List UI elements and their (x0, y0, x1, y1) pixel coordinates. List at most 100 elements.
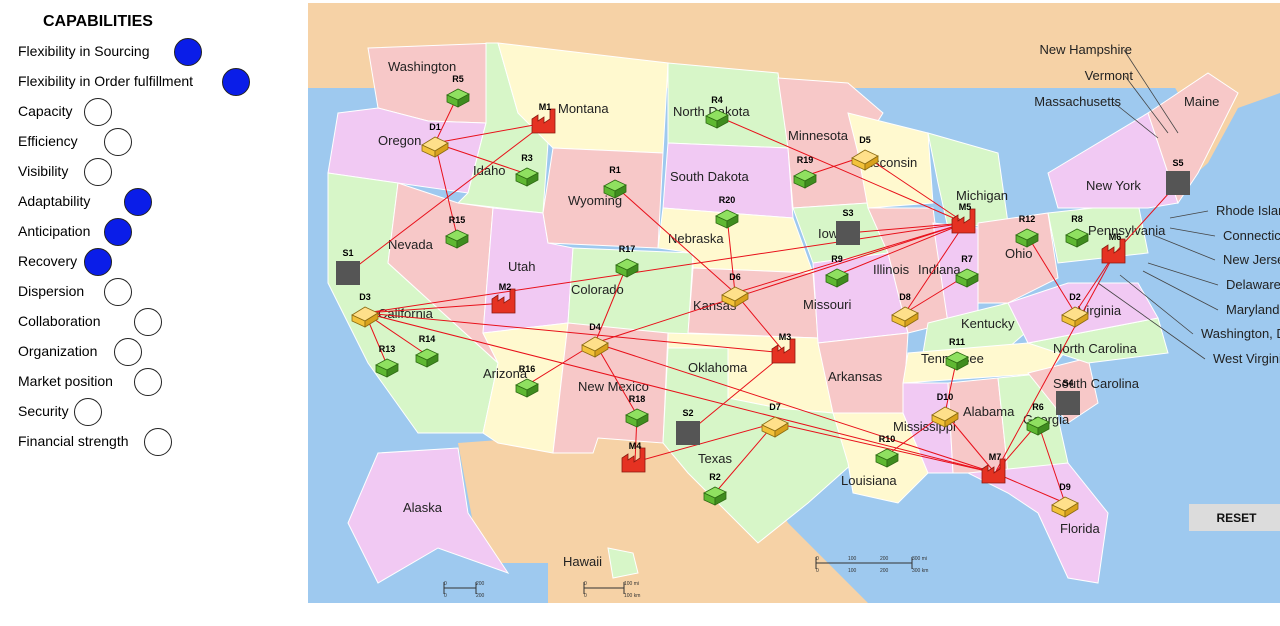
capability-toggle[interactable] (84, 158, 112, 186)
capability-toggle[interactable] (114, 338, 142, 366)
network-link (994, 472, 1066, 504)
distributor-node[interactable]: D6 (721, 272, 749, 308)
capability-toggle[interactable] (124, 188, 152, 216)
capability-toggle[interactable] (144, 428, 172, 456)
retailer-node[interactable]: R7 (955, 254, 979, 288)
reset-button[interactable]: RESET (1189, 504, 1280, 531)
scale-bar: 0 200 0 200 (443, 581, 485, 599)
supply-chain-map[interactable]: Washington Oregon Idaho Montana Nevada Utah Wy… (308, 3, 1280, 603)
state-name: Nevada (388, 237, 434, 252)
network-link (594, 342, 638, 416)
store-icon-front (886, 453, 899, 468)
manufacturer-node[interactable]: M1 (531, 102, 556, 134)
supplier-node[interactable]: S3 (836, 208, 860, 245)
retailer-node[interactable]: R1 (603, 165, 627, 199)
scale-label: 0 (444, 581, 447, 587)
distributor-node[interactable]: D2 (1061, 292, 1089, 328)
manufacturer-node[interactable]: M4 (621, 441, 646, 473)
warehouse-icon-front (364, 312, 379, 328)
supplier-icon (676, 421, 700, 445)
retailer-node[interactable]: R20 (715, 195, 739, 229)
retailer-node[interactable]: R12 (1015, 214, 1039, 248)
capability-toggle[interactable] (104, 128, 132, 156)
manufacturer-node[interactable]: M2 (491, 282, 516, 314)
node-label: R17 (619, 244, 636, 254)
retailer-node[interactable]: R11 (945, 337, 969, 371)
scale-label: 300 km (912, 568, 928, 574)
capability-toggle[interactable] (222, 68, 250, 96)
factory-icon (771, 338, 796, 364)
callout-label: West Virginia (1213, 351, 1280, 366)
callout-label: Vermont (1085, 68, 1134, 83)
manufacturer-node[interactable]: M7 (981, 452, 1006, 484)
callout-line (1152, 234, 1216, 261)
retailer-node[interactable]: R5 (446, 74, 470, 108)
retailer-node[interactable]: R10 (875, 434, 899, 468)
warehouse-icon-front (594, 342, 609, 358)
retailer-node[interactable]: R17 (615, 244, 639, 278)
network-link (716, 115, 966, 224)
distributor-node[interactable]: D9 (1051, 482, 1079, 518)
state-name: Michigan (956, 188, 1008, 203)
distributor-node[interactable]: D4 (581, 322, 609, 358)
distributor-node[interactable]: D7 (761, 402, 789, 438)
capability-toggle[interactable] (84, 248, 112, 276)
callout-line (1112, 101, 1159, 139)
store-icon-front (836, 273, 849, 288)
node-label: S3 (842, 208, 853, 218)
manufacturer-node[interactable]: M5 (951, 202, 976, 234)
capability-toggle[interactable] (84, 98, 112, 126)
node-label: M4 (629, 441, 642, 451)
callout-line (1147, 262, 1219, 286)
state-name: Alaska (403, 500, 443, 515)
network-link (434, 142, 528, 175)
retailer-node[interactable]: R8 (1065, 214, 1089, 248)
capability-toggle[interactable] (134, 308, 162, 336)
store-icon-front (614, 184, 627, 199)
distributor-node[interactable]: D1 (421, 122, 449, 158)
node-label: R9 (831, 254, 843, 264)
callout-line (1123, 49, 1179, 134)
capability-toggle[interactable] (174, 38, 202, 66)
retailer-node[interactable]: R16 (515, 364, 539, 398)
state-south-carolina (1027, 357, 1099, 424)
retailer-node[interactable]: R15 (445, 215, 469, 249)
retailer-node[interactable]: R19 (793, 155, 817, 189)
factory-icon (981, 458, 1006, 484)
warehouse-icon-front (944, 412, 959, 428)
capability-toggle[interactable] (134, 368, 162, 396)
capability-toggle[interactable] (104, 278, 132, 306)
manufacturer-node[interactable]: M3 (771, 332, 796, 364)
distributor-node[interactable]: D3 (351, 292, 379, 328)
network-link (347, 122, 546, 274)
retailer-node[interactable]: R18 (625, 394, 649, 428)
retailer-node[interactable]: R9 (825, 254, 849, 288)
manufacturer-node[interactable]: M6 (1101, 232, 1126, 264)
retailer-node[interactable]: R6 (1026, 402, 1050, 436)
store-icon-front (526, 172, 539, 187)
node-label: R15 (449, 215, 466, 225)
callout-label: Maryland (1226, 302, 1279, 317)
supplier-node[interactable]: S1 (336, 248, 360, 285)
scale-label: 0 (444, 593, 447, 599)
node-label: D8 (899, 292, 911, 302)
retailer-node[interactable]: R4 (705, 95, 729, 129)
distributor-node[interactable]: D8 (891, 292, 919, 328)
network-link (847, 222, 966, 234)
state-name: Virginia (1078, 303, 1122, 318)
distributor-node[interactable]: D10 (931, 392, 959, 428)
capability-toggle[interactable] (104, 218, 132, 246)
distributor-node[interactable]: D5 (851, 135, 879, 171)
network-link (714, 422, 776, 494)
supplier-node[interactable]: S5 (1166, 158, 1190, 195)
capability-toggle[interactable] (74, 398, 102, 426)
supplier-node[interactable]: S2 (676, 408, 700, 445)
retailer-node[interactable]: R13 (375, 344, 399, 378)
retailer-node[interactable]: R3 (515, 153, 539, 187)
node-label: M1 (539, 102, 552, 112)
retailer-node[interactable]: R14 (415, 334, 439, 368)
supplier-node[interactable]: S4 (1056, 378, 1080, 415)
state-name: Wyoming (568, 193, 622, 208)
callout-label: New Hampshire (1040, 42, 1132, 57)
retailer-node[interactable]: R2 (703, 472, 727, 506)
